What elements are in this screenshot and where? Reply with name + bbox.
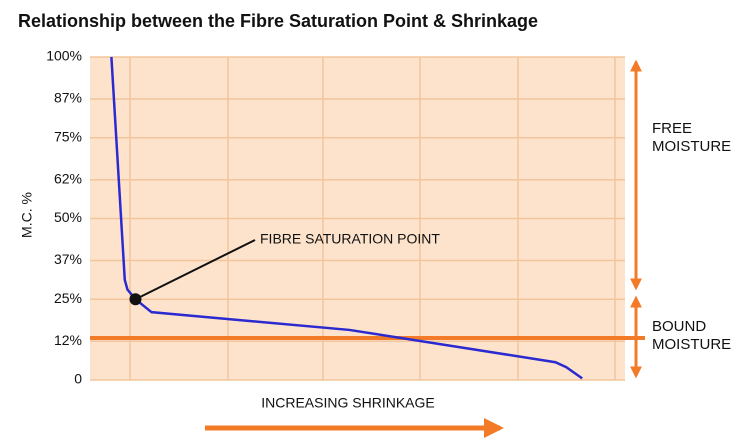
x-axis-label: INCREASING SHRINKAGE (261, 395, 434, 411)
y-tick-label: 25% (54, 290, 82, 306)
saturation-point (129, 293, 142, 306)
y-axis-label: M.C. % (19, 192, 35, 238)
y-tick-label: 50% (54, 209, 82, 225)
y-tick-label: 12% (54, 332, 82, 348)
chart-title: Relationship between the Fibre Saturatio… (18, 11, 538, 31)
y-tick-label: 37% (54, 251, 82, 267)
y-tick-label: 62% (54, 170, 82, 186)
y-tick-label: 75% (54, 128, 82, 144)
bound-moisture-label: BOUND MOISTURE (652, 318, 732, 353)
y-tick-label: 0 (74, 371, 82, 387)
pointer-line (135, 239, 256, 301)
data-line (110, 56, 583, 380)
annotation: FIBRE SATURATION POINT (260, 231, 440, 247)
y-tick-label: 100% (46, 48, 82, 64)
y-tick-label: 87% (54, 90, 82, 106)
free-moisture-label: FREE MOISTURE (652, 120, 732, 155)
